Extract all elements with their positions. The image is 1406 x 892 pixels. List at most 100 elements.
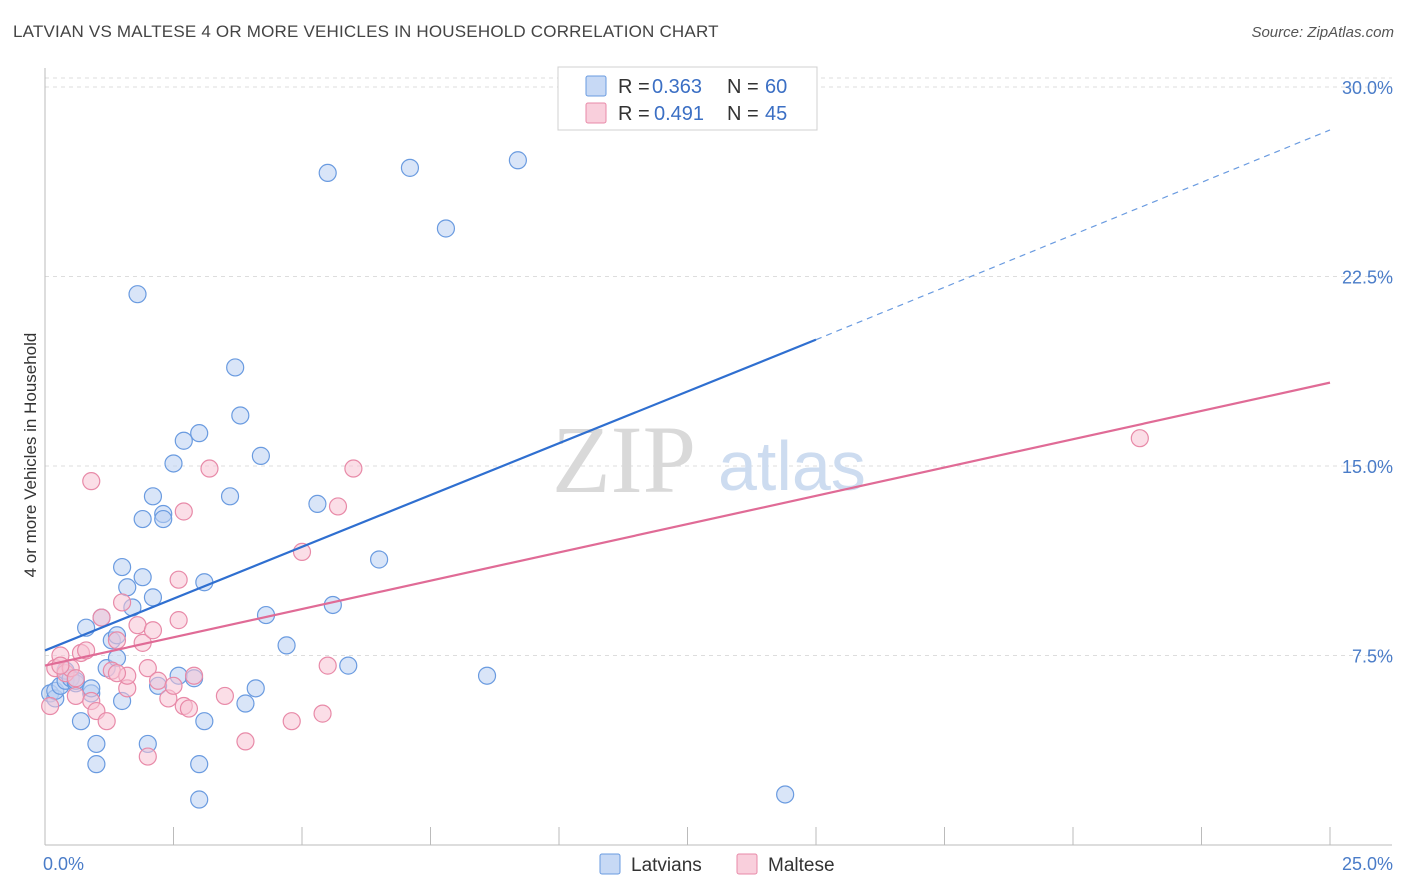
maltese-point-23 bbox=[148, 671, 168, 690]
latvians-point-44 bbox=[236, 694, 255, 713]
watermark: ZIP atlas bbox=[552, 406, 866, 513]
latvians-trend-line bbox=[44, 338, 817, 652]
maltese-point-25 bbox=[164, 676, 183, 695]
latvians-point-48 bbox=[277, 636, 296, 655]
latvians-point-56 bbox=[477, 666, 497, 685]
maltese-point-43 bbox=[107, 664, 127, 683]
latvians-trend-extension bbox=[815, 129, 1331, 341]
maltese-point-42 bbox=[66, 669, 85, 688]
latvians-point-50 bbox=[318, 163, 337, 183]
maltese-point-5 bbox=[66, 686, 85, 706]
maltese-point-37 bbox=[313, 704, 332, 723]
latvians-point-29 bbox=[143, 487, 163, 506]
latvians-point-24 bbox=[128, 285, 147, 304]
latvians-point-59 bbox=[190, 790, 209, 809]
watermark-atlas: atlas bbox=[718, 427, 866, 505]
latvians-point-57 bbox=[508, 151, 527, 170]
latvians-point-38 bbox=[190, 755, 209, 774]
latvians-point-45 bbox=[246, 679, 265, 698]
latvians-point-13 bbox=[87, 734, 106, 754]
latvians-point-32 bbox=[154, 509, 173, 529]
legend-swatch-maltese bbox=[585, 102, 607, 124]
maltese-trend-line bbox=[44, 381, 1331, 667]
maltese-point-0 bbox=[41, 696, 60, 716]
watermark-zip: ZIP bbox=[552, 406, 696, 513]
legend-n-value-1: 45 bbox=[765, 103, 787, 125]
latvians-point-49 bbox=[308, 494, 327, 513]
trend-lines bbox=[44, 129, 1331, 667]
data-points bbox=[41, 151, 1149, 809]
latvians-point-25 bbox=[133, 568, 152, 587]
latvians-point-52 bbox=[339, 656, 358, 675]
x-tick-label-1: 25.0% bbox=[1342, 854, 1393, 874]
maltese-point-12 bbox=[97, 712, 116, 731]
maltese-point-18 bbox=[128, 616, 147, 635]
axes bbox=[44, 68, 1392, 846]
latvians-point-51 bbox=[323, 595, 342, 615]
y-tick-label-3: 30.0% bbox=[1342, 78, 1393, 98]
maltese-point-20 bbox=[138, 747, 157, 766]
latvians-point-55 bbox=[436, 219, 456, 238]
chart-title: LATVIAN VS MALTESE 4 OR MORE VEHICLES IN… bbox=[13, 22, 719, 41]
y-tick-label-0: 7.5% bbox=[1352, 647, 1393, 667]
legend-r-label-0: R = bbox=[618, 76, 650, 98]
maltese-point-26 bbox=[169, 611, 188, 630]
maltese-point-21 bbox=[138, 659, 157, 678]
bottom-legend-swatch-latvians bbox=[599, 853, 621, 875]
maltese-point-31 bbox=[184, 666, 204, 685]
y-tick-label-2: 22.5% bbox=[1342, 268, 1393, 288]
top-legend: R = 0.363 N = 60 R = 0.491 N = 45 bbox=[557, 66, 818, 131]
legend-r-value-0: 0.363 bbox=[652, 76, 702, 98]
maltese-point-30 bbox=[179, 699, 199, 718]
y-tick-labels: 7.5% 15.0% 22.5% 30.0% bbox=[1342, 78, 1393, 667]
maltese-point-38 bbox=[318, 656, 337, 675]
maltese-point-39 bbox=[328, 497, 348, 516]
maltese-point-35 bbox=[282, 712, 301, 731]
latvians-point-46 bbox=[251, 446, 270, 465]
maltese-point-22 bbox=[143, 621, 163, 640]
latvians-point-58 bbox=[776, 785, 795, 804]
latvians-point-53 bbox=[370, 550, 389, 569]
x-tick-label-0: 0.0% bbox=[43, 854, 84, 874]
maltese-point-15 bbox=[112, 593, 132, 612]
y-axis-title: 4 or more Vehicles in Household bbox=[21, 333, 40, 578]
bottom-legend-label-maltese: Maltese bbox=[768, 855, 835, 876]
latvians-point-28 bbox=[143, 588, 163, 607]
legend-r-label-1: R = bbox=[618, 103, 650, 125]
latvians-point-9 bbox=[71, 712, 91, 731]
latvians-point-43 bbox=[231, 406, 250, 425]
latvians-point-40 bbox=[195, 712, 214, 731]
latvians-point-14 bbox=[87, 755, 106, 774]
bottom-legend-swatch-maltese bbox=[736, 853, 758, 875]
maltese-point-41 bbox=[51, 656, 70, 675]
maltese-point-44 bbox=[1130, 429, 1149, 448]
legend-r-value-1: 0.491 bbox=[654, 103, 704, 125]
maltese-point-40 bbox=[344, 459, 363, 478]
maltese-point-34 bbox=[236, 732, 255, 751]
maltese-point-28 bbox=[174, 502, 193, 521]
latvians-point-35 bbox=[174, 431, 193, 450]
latvians-point-33 bbox=[164, 454, 183, 473]
legend-n-label-1: N = bbox=[727, 103, 759, 125]
latvians-point-22 bbox=[118, 578, 137, 597]
latvians-point-26 bbox=[133, 509, 152, 529]
y-tick-label-1: 15.0% bbox=[1342, 457, 1393, 477]
maltese-point-14 bbox=[107, 631, 127, 650]
maltese-point-33 bbox=[215, 686, 234, 706]
latvians-point-20 bbox=[112, 557, 132, 577]
legend-n-value-0: 60 bbox=[765, 76, 787, 98]
bottom-legend: Latvians Maltese bbox=[599, 853, 835, 876]
latvians-point-41 bbox=[220, 487, 240, 506]
maltese-point-32 bbox=[200, 459, 219, 478]
bottom-legend-label-latvians: Latvians bbox=[631, 855, 702, 876]
maltese-point-9 bbox=[82, 472, 101, 491]
maltese-point-11 bbox=[92, 608, 111, 627]
latvians-point-54 bbox=[400, 158, 420, 177]
latvians-point-42 bbox=[226, 358, 245, 377]
chart-source: Source: ZipAtlas.com bbox=[1251, 24, 1394, 41]
maltese-point-27 bbox=[169, 570, 188, 589]
legend-swatch-latvians bbox=[585, 75, 607, 97]
latvians-point-37 bbox=[190, 424, 209, 443]
legend-n-label-0: N = bbox=[727, 76, 759, 98]
